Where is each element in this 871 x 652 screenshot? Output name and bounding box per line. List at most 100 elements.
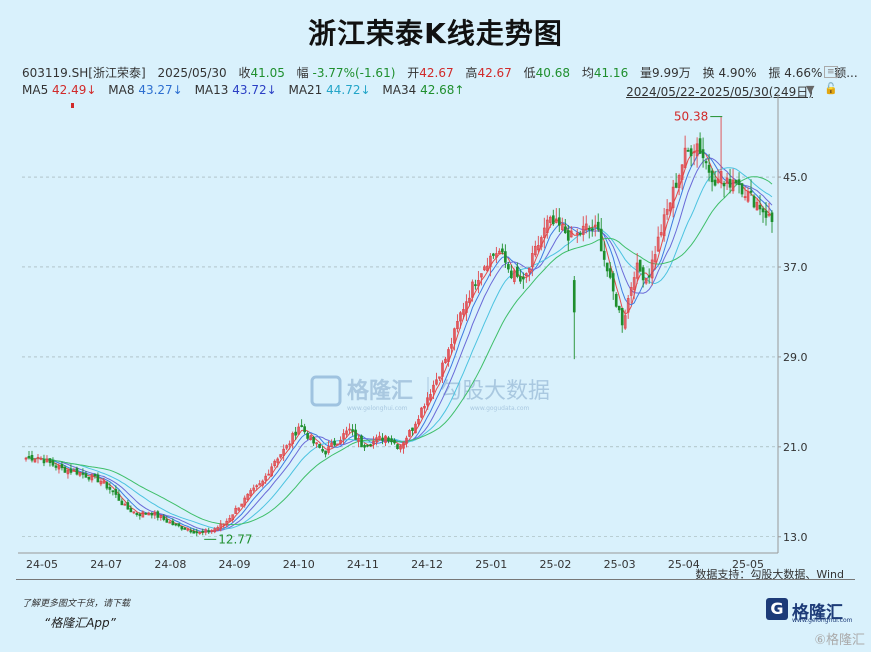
candle-body (48, 458, 52, 464)
ma-line-ma8 (25, 151, 773, 533)
date-range-selector[interactable]: 2024/05/22-2025/05/30(249日) (626, 85, 813, 99)
ma-line-ma34 (25, 176, 773, 526)
candle-body (668, 202, 672, 212)
candle-body (198, 532, 202, 534)
candle-body (120, 500, 124, 506)
max-price-label: 50.38 (674, 110, 708, 124)
dropdown-icon[interactable]: ▼ (806, 83, 815, 96)
candle-body (393, 439, 396, 444)
logo-name: 格隆汇 (792, 603, 843, 623)
candle-body (689, 148, 693, 157)
candle-body (713, 179, 717, 186)
candle-body (162, 516, 166, 520)
change-field: 幅 -3.77%(-1.61) (296, 66, 396, 80)
candle-body (210, 530, 214, 532)
candle-body (695, 143, 699, 157)
ma34-label: MA34 42.68↑ (382, 83, 465, 97)
candle-body (282, 448, 285, 456)
candle-body (539, 237, 543, 248)
x-tick-label: 25-01 (475, 558, 507, 571)
candle-body (387, 437, 390, 442)
candle-body (611, 273, 615, 292)
x-tick-label: 24-07 (90, 558, 122, 571)
candle-body (324, 450, 327, 455)
candle-body (722, 182, 726, 187)
candle-body (608, 268, 612, 278)
candle-body (144, 512, 148, 515)
candle-body (249, 490, 253, 497)
candle-body (584, 223, 588, 230)
x-tick-label: 24-10 (283, 558, 315, 571)
candle-body (36, 456, 40, 459)
candle-body (396, 444, 399, 449)
candle-body (444, 358, 447, 364)
candle-body (279, 454, 282, 458)
candle-body (327, 446, 330, 453)
candle-body (629, 287, 633, 296)
candle-body (510, 270, 513, 279)
y-tick-label: 29.0 (783, 351, 808, 364)
candle-body (764, 210, 768, 218)
candle-body (417, 418, 420, 425)
candle-body (644, 277, 648, 284)
quote-date: 2025/05/30 (157, 66, 227, 80)
candle-body (90, 474, 94, 481)
candle-body (402, 442, 405, 449)
candle-body (339, 439, 342, 444)
candle-body (635, 262, 639, 279)
candle-body (632, 277, 636, 290)
candle-body (291, 433, 294, 445)
candle-body (489, 255, 492, 267)
candle-body (641, 267, 645, 281)
candle-body (159, 515, 163, 518)
y-tick-label: 37.0 (783, 261, 808, 274)
candle-body (662, 214, 666, 237)
candle-body (264, 475, 268, 481)
watermark-brand: 格隆汇 (347, 378, 413, 404)
candle-body (33, 458, 37, 463)
candle-body (554, 218, 558, 223)
candle-body (237, 507, 241, 511)
watermark-partner-url: www.gogudata.com (470, 405, 530, 412)
candle-body (438, 376, 441, 379)
candle-body (525, 273, 528, 277)
candle-body (315, 442, 318, 445)
candle-body (432, 384, 435, 393)
candle-body (192, 530, 196, 534)
open-field: 开42.67 (407, 66, 454, 80)
watermark-brand-url: www.gelonghui.com (347, 405, 408, 412)
candle-body (519, 276, 522, 282)
candle-body (569, 230, 573, 238)
candle-body (680, 164, 684, 180)
candle-body (63, 466, 67, 473)
candle-body (132, 511, 136, 514)
candle-body (330, 442, 333, 447)
candle-body (87, 477, 91, 480)
y-tick-label: 21.0 (783, 441, 808, 454)
candle-body (590, 228, 594, 231)
candle-body (653, 254, 657, 263)
candle-body (399, 445, 402, 450)
candle-body (557, 217, 561, 226)
candle-body (378, 435, 381, 441)
candle-body (593, 224, 597, 227)
candle-body (480, 273, 483, 278)
candle-body (566, 230, 570, 241)
lock-icon[interactable]: 🔓 (824, 82, 838, 95)
candle-body (369, 444, 372, 447)
candle-body (186, 528, 190, 531)
candle-body (78, 472, 82, 476)
settings-icon[interactable]: ≡ (824, 66, 838, 78)
candle-body (746, 190, 750, 202)
logo-icon: G (766, 598, 788, 620)
candle-body (468, 297, 471, 303)
candle-body (542, 227, 546, 238)
high-field: 高42.67 (465, 66, 512, 80)
candle-body (168, 521, 172, 524)
candle-body (288, 443, 291, 446)
ma8-label: MA8 43.27↓ (108, 83, 183, 97)
data-source: 数据支持：勾股大数据、Wind (695, 568, 844, 581)
candle-body (755, 201, 759, 211)
candle-body (216, 527, 220, 531)
